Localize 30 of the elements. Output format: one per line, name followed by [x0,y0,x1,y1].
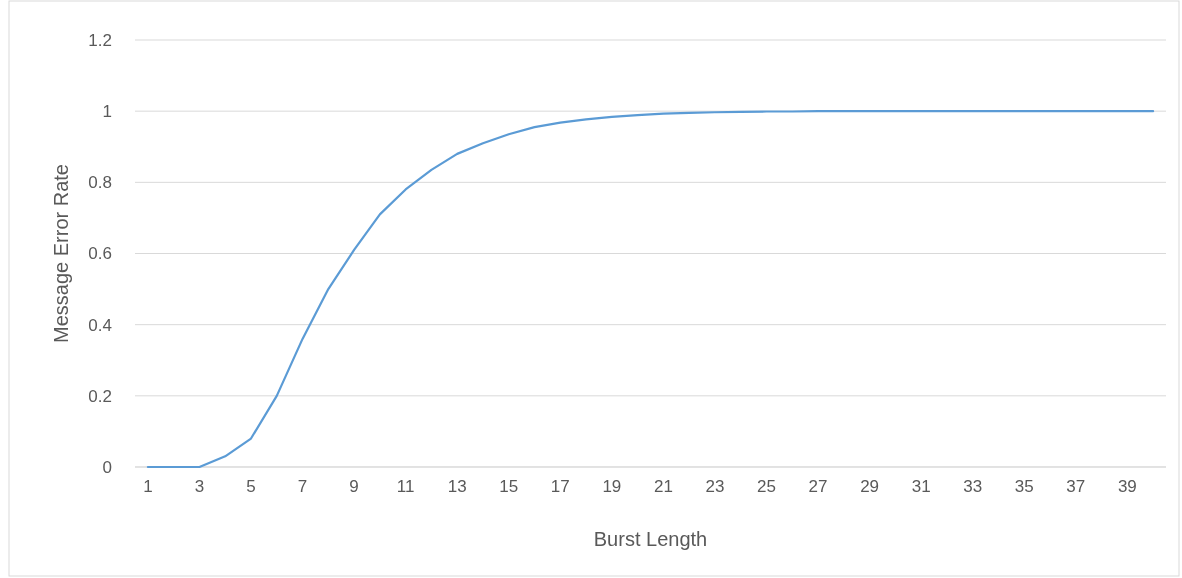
x-tick-label: 11 [396,477,415,496]
y-tick-label: 0.6 [88,244,112,264]
y-tick-label: 1 [102,102,112,122]
x-tick-label: 23 [705,477,725,496]
x-tick-label: 15 [499,477,519,496]
x-tick-label: 31 [911,477,931,496]
y-axis-title: Message Error Rate [50,164,72,343]
x-tick-label: 37 [1066,477,1086,496]
y-tick-label: 1.2 [88,30,112,50]
line-series [146,110,1155,469]
y-tick-label: 0 [102,457,112,477]
x-tick-label: 25 [757,477,776,496]
x-tick-label: 5 [246,477,256,496]
x-tick-label: 3 [194,477,205,496]
x-axis-title: Burst Length [593,528,708,550]
x-tick-label: 33 [963,477,983,496]
x-tick-label: 1 [143,477,153,496]
x-tick-label: 19 [602,477,622,496]
x-tick-label: 21 [653,477,673,496]
y-tick-label: 0.4 [88,315,112,335]
x-tick-label: 27 [808,477,828,496]
x-tick-label: 29 [860,477,880,496]
x-tick-label: 39 [1117,477,1137,496]
x-tick-label: 7 [297,477,308,496]
y-tick-label: 0.8 [88,173,112,193]
x-tick-label: 35 [1014,477,1034,496]
x-tick-label: 9 [349,477,359,496]
y-tick-label: 0.2 [88,386,112,406]
x-tick-label: 17 [550,477,570,496]
x-tick-label: 13 [447,477,467,496]
